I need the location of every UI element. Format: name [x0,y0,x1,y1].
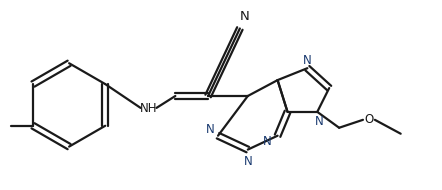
Text: NH: NH [140,102,157,115]
Text: N: N [263,135,272,148]
Text: N: N [240,10,250,23]
Text: O: O [364,113,373,126]
Text: N: N [244,155,252,168]
Text: N: N [303,54,312,67]
Text: N: N [315,115,324,128]
Text: N: N [206,123,214,136]
